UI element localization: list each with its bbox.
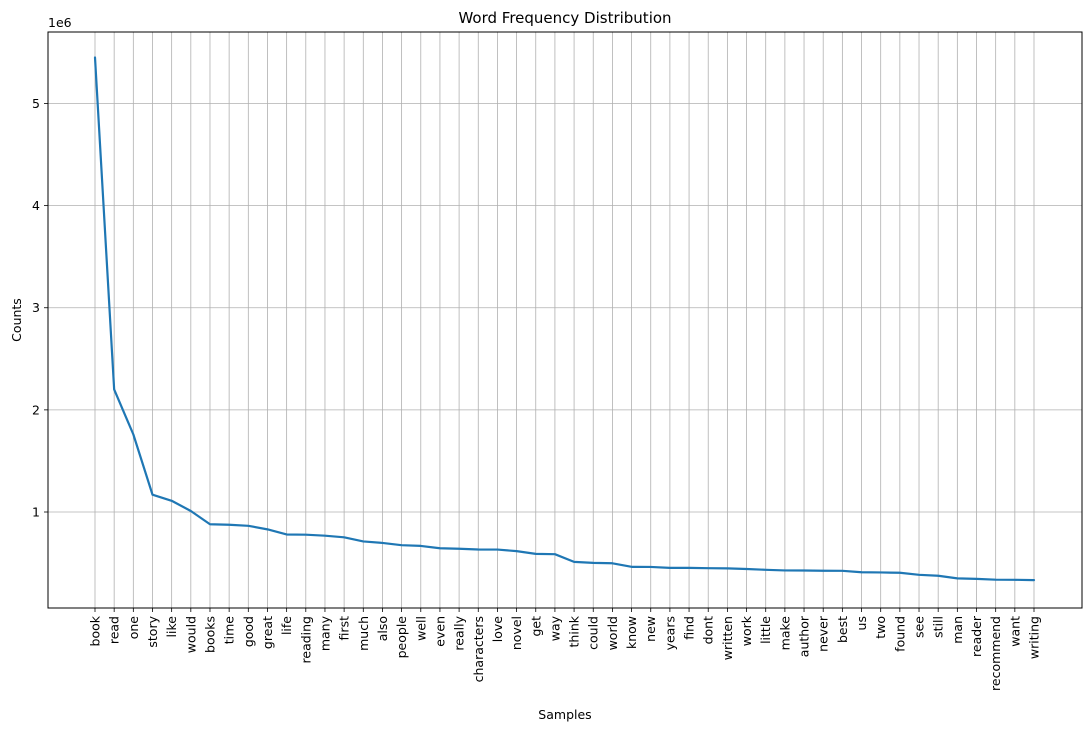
x-tick-label: make: [777, 616, 792, 651]
x-tick-label: two: [873, 616, 888, 639]
y-scale-label: 1e6: [48, 15, 72, 30]
x-tick-label: life: [279, 616, 294, 635]
x-tick-label: great: [260, 616, 275, 649]
x-tick-label: good: [241, 616, 256, 647]
x-tick-label: work: [739, 615, 754, 646]
x-tick-label: people: [394, 616, 409, 659]
x-tick-label: characters: [471, 616, 486, 682]
x-tick-label: could: [586, 616, 601, 650]
x-tick-label: want: [1007, 616, 1022, 647]
x-tick-label: first: [337, 616, 352, 641]
y-tick-label: 4: [32, 198, 40, 213]
series-line: [93, 56, 1036, 582]
x-tick-label: writing: [1027, 616, 1042, 659]
x-tick-label: recommend: [988, 616, 1003, 691]
y-tick-label: 3: [32, 300, 40, 315]
x-tick-label: little: [758, 616, 773, 644]
x-tick-label: author: [797, 615, 812, 657]
x-tick-label: us: [854, 616, 869, 630]
y-axis-label: Counts: [9, 298, 24, 342]
x-tick-label: think: [567, 615, 582, 647]
x-tick-label: love: [490, 616, 505, 643]
x-tick-label: man: [950, 616, 965, 644]
x-tick-label: years: [662, 616, 677, 650]
x-tick-label: like: [164, 616, 179, 638]
x-tick-label: much: [356, 616, 371, 651]
x-tick-label: see: [912, 616, 927, 638]
x-tick-label: still: [931, 616, 946, 638]
x-tick-label: book: [88, 615, 103, 646]
x-tick-label: reading: [298, 616, 313, 663]
x-tick-label: world: [605, 616, 620, 650]
x-tick-label: new: [643, 616, 658, 642]
x-tick-label: books: [202, 616, 217, 653]
y-tick-label: 1: [32, 505, 40, 520]
plot-frame: [47, 31, 1083, 609]
x-tick-label: well: [413, 616, 428, 641]
x-tick-label: also: [375, 616, 390, 641]
x-tick-label: found: [892, 616, 907, 652]
x-tick-label: read: [107, 616, 122, 644]
x-tick-label: best: [835, 616, 850, 643]
x-axis-label: Samples: [538, 707, 591, 722]
y-axis-ticks: 1 2 3 4 5: [32, 96, 48, 520]
y-tick-label: 5: [32, 96, 40, 111]
grid: [48, 32, 1082, 608]
x-tick-label: novel: [509, 616, 524, 650]
x-tick-label: story: [145, 615, 160, 647]
x-tick-label: dont: [701, 616, 716, 645]
y-tick-label: 2: [32, 402, 40, 417]
x-tick-label: way: [547, 615, 562, 641]
x-tick-label: time: [222, 616, 237, 645]
x-tick-label: really: [452, 615, 467, 650]
x-tick-label: get: [528, 616, 543, 637]
chart-title: Word Frequency Distribution: [458, 9, 671, 27]
x-tick-label: never: [816, 615, 831, 652]
x-tick-label: written: [720, 616, 735, 660]
x-tick-label: even: [432, 616, 447, 647]
x-tick-label: find: [682, 616, 697, 640]
x-tick-label: one: [126, 616, 141, 640]
x-tick-label: would: [183, 616, 198, 653]
x-axis-ticks: book read one story like would books time good gr…: [88, 608, 1042, 691]
x-tick-label: know: [624, 616, 639, 649]
x-tick-label: reader: [969, 615, 984, 657]
x-tick-label: many: [317, 615, 332, 651]
